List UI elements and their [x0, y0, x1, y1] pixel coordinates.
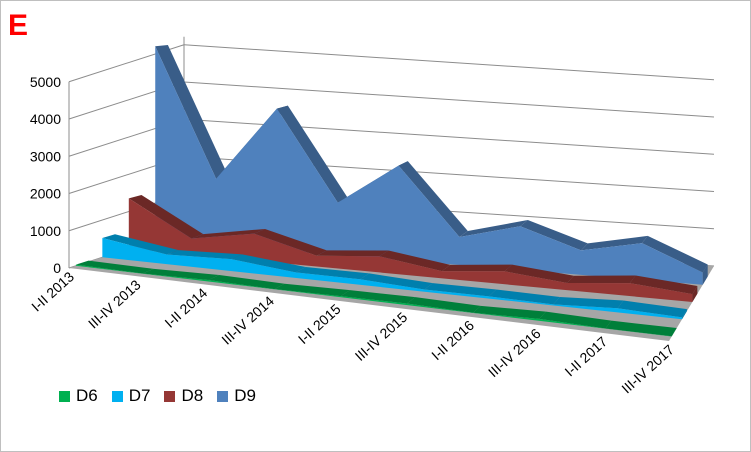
series-top-d9: [520, 220, 588, 251]
series-top-d8: [191, 228, 265, 239]
legend-item-d7: D7: [111, 386, 151, 406]
gridline-back-4000: [183, 81, 715, 118]
legend-item-d6: D6: [59, 386, 98, 406]
series-top-d8: [629, 275, 698, 295]
legend-swatch-d8: [164, 390, 176, 402]
series-top-d7: [617, 300, 687, 318]
series-top-d7: [424, 283, 497, 297]
x-tick-label: III-IV 2016: [485, 325, 544, 380]
series-area-d8: [128, 198, 693, 302]
legend-swatch-d9: [217, 390, 229, 402]
series-top-d8: [316, 250, 389, 257]
x-tick-label: I-II 2017: [561, 333, 610, 379]
series-top-d9: [641, 235, 708, 273]
series-cap-d8: [692, 285, 698, 302]
series-top-d8: [441, 264, 513, 272]
x-tick-label: III-IV 2013: [85, 276, 144, 331]
series-top-d7: [102, 234, 179, 255]
y-tick-label: 0: [53, 260, 61, 276]
x-tick-label: I-II 2014: [161, 284, 210, 330]
x-tick-label: I-II 2015: [295, 301, 344, 347]
legend-label-d6: D6: [76, 386, 98, 405]
series-top-d6: [539, 311, 612, 329]
series-top-d7: [359, 273, 433, 290]
series-top-d8: [504, 264, 574, 283]
gridline-back-5000: [183, 44, 715, 81]
x-tick-label: III-IV 2017: [618, 341, 677, 396]
series-top-d6: [274, 283, 350, 297]
series-top-d7: [166, 250, 243, 260]
series-top-d9: [276, 105, 348, 203]
series-top-d6: [75, 260, 154, 274]
series-top-d7: [295, 266, 370, 280]
series-area-d6: [75, 264, 672, 337]
x-tick-label: I-II 2016: [428, 317, 477, 363]
series-top-d8: [567, 275, 636, 284]
legend-label-d9: D9: [234, 386, 256, 405]
series-top-d6: [406, 297, 481, 313]
y-tick-label: 2000: [30, 186, 61, 202]
series-area-d7: [102, 237, 683, 320]
x-tick-label: III-IV 2015: [352, 309, 411, 364]
series-top-d9: [155, 45, 228, 179]
series-top-d9: [398, 161, 468, 238]
legend-swatch-d7: [111, 390, 123, 402]
series-cap-d6: [671, 328, 677, 337]
series-top-d6: [340, 290, 416, 304]
series-top-d6: [142, 268, 220, 280]
y-tick-label: 4000: [30, 111, 61, 127]
series-top-d7: [488, 289, 560, 305]
series-top-d7: [553, 297, 624, 309]
series-area-d9: [155, 46, 703, 285]
legend-item-d8: D8: [164, 386, 203, 406]
legend: D6 D7 D8 D9: [59, 386, 256, 406]
series-cap-d7: [682, 309, 687, 320]
panel-label: E: [8, 9, 29, 42]
series-top-d8: [254, 228, 327, 256]
series-top-d9: [581, 235, 648, 251]
y-tick-label: 1000: [30, 223, 61, 239]
legend-swatch-d6: [59, 390, 70, 402]
x-tick-label: III-IV 2014: [218, 293, 277, 348]
series-top-d6: [473, 305, 546, 319]
series-top-d8: [379, 250, 451, 272]
series-top-d7: [231, 254, 306, 273]
y-tick-label: 5000: [30, 74, 61, 90]
legend-label-d7: D7: [128, 386, 151, 405]
legend-label-d8: D8: [181, 386, 204, 405]
y-tick-label: 3000: [30, 148, 61, 164]
legend-item-d9: D9: [217, 386, 256, 406]
series-top-d8: [128, 194, 204, 239]
series-top-d6: [605, 320, 677, 337]
series-top-d6: [208, 274, 285, 290]
series-cap-d9: [702, 264, 708, 285]
series-top-d9: [459, 220, 528, 238]
